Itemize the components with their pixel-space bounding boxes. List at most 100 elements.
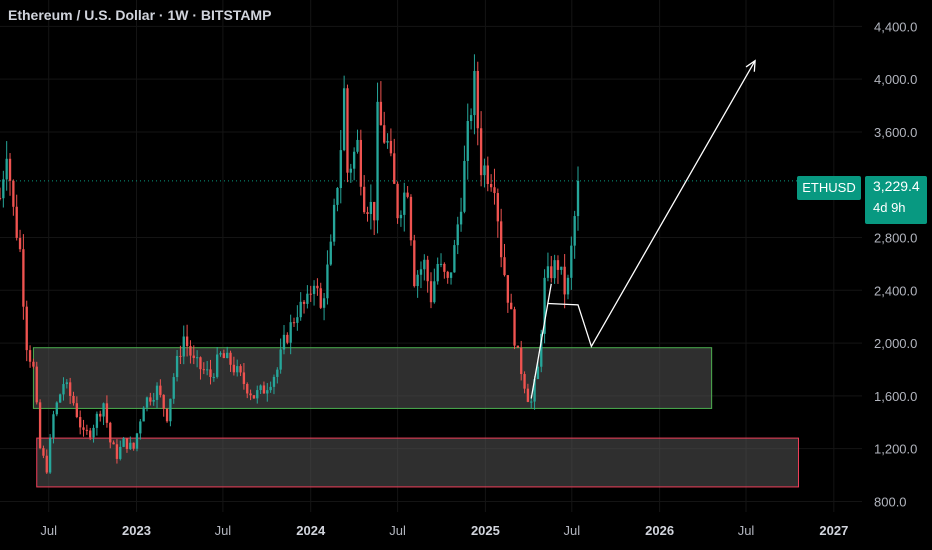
- candle-down: [68, 382, 72, 396]
- candle-up: [369, 201, 373, 214]
- x-tick-label: 2023: [122, 523, 151, 538]
- candle-down: [550, 266, 553, 279]
- candle-up: [433, 281, 436, 303]
- candle-down: [523, 374, 526, 389]
- candle-up: [322, 298, 326, 308]
- candle-up: [195, 357, 199, 359]
- price-axis[interactable]: 4,400.0 4,000.0 3,600.0 2,800.0 2,400.0 2,000…: [874, 19, 917, 509]
- candle-up: [122, 438, 125, 447]
- candle-down: [493, 187, 496, 194]
- candle-up: [560, 266, 563, 270]
- candle-up: [142, 407, 145, 422]
- candle-up: [566, 277, 570, 295]
- candle-down: [429, 281, 433, 303]
- candle-up: [276, 369, 279, 377]
- candle-up: [573, 216, 576, 246]
- candle-down: [232, 364, 236, 373]
- candle-down: [506, 275, 510, 303]
- candle-down: [316, 285, 319, 289]
- candle-down: [486, 165, 489, 184]
- candle-up: [436, 264, 439, 282]
- candle-down: [309, 293, 312, 295]
- candle-up: [119, 446, 122, 459]
- candle-down: [346, 88, 349, 173]
- candle-up: [55, 402, 58, 415]
- candle-up: [439, 263, 443, 265]
- candle-up: [453, 245, 456, 273]
- candle-down: [426, 259, 429, 282]
- candle-down: [393, 153, 396, 184]
- candle-up: [135, 433, 139, 449]
- candle-down: [446, 271, 449, 278]
- candle-down: [18, 237, 22, 250]
- candle-down: [72, 395, 75, 404]
- candle-up: [533, 379, 536, 402]
- candle-up: [352, 151, 356, 169]
- candle-up: [386, 140, 389, 143]
- candle-down: [489, 183, 493, 188]
- candle-down: [25, 306, 28, 351]
- x-tick-label: Jul: [563, 523, 580, 538]
- candle-down: [8, 158, 12, 181]
- candle-down: [132, 442, 135, 449]
- candle-up: [329, 241, 332, 265]
- y-tick-label: 2,400.0: [874, 283, 917, 298]
- candle-down: [379, 101, 383, 126]
- x-tick-label: Jul: [215, 523, 232, 538]
- x-tick-label: 2026: [645, 523, 674, 538]
- candle-up: [339, 150, 342, 188]
- candle-up: [152, 399, 155, 402]
- x-tick-label: Jul: [738, 523, 755, 538]
- last-price-tag: 3,229.4 4d 9h: [865, 176, 927, 224]
- candle-down: [85, 429, 89, 431]
- x-tick-label: 2025: [471, 523, 500, 538]
- candle-up: [226, 352, 229, 359]
- candle-down: [115, 444, 119, 459]
- candle-down: [89, 430, 92, 438]
- candle-up: [48, 437, 52, 473]
- bar-countdown: 4d 9h: [873, 200, 906, 215]
- candle-up: [530, 401, 533, 403]
- candle-up: [155, 385, 159, 400]
- y-tick-label: 2,000.0: [874, 336, 917, 351]
- candle-up: [326, 264, 329, 299]
- candle-up: [175, 355, 179, 378]
- candle-up: [546, 266, 550, 278]
- candle-down: [383, 125, 386, 143]
- time-axis[interactable]: Jul 2023 Jul 2024 Jul 2025 Jul 2026 Jul 2027: [40, 523, 848, 538]
- arrow-head: [745, 59, 756, 72]
- candle-down: [242, 372, 246, 384]
- candle-up: [182, 336, 185, 357]
- candle-up: [423, 259, 426, 270]
- candle-down: [159, 385, 162, 395]
- candle-down: [516, 345, 520, 348]
- x-tick-label: Jul: [40, 523, 57, 538]
- candle-up: [212, 376, 215, 378]
- symbol-label: ETHUSD: [797, 176, 861, 200]
- candle-up: [219, 353, 222, 355]
- candle-down: [249, 393, 252, 396]
- candle-up: [376, 101, 379, 221]
- candle-down: [286, 334, 289, 343]
- candle-up: [236, 366, 239, 373]
- candle-up: [473, 70, 476, 116]
- candle-down: [99, 413, 102, 417]
- candle-down: [162, 394, 165, 409]
- candle-up: [139, 421, 142, 434]
- candle-up: [205, 369, 209, 371]
- candle-down: [406, 192, 409, 197]
- y-tick-label: 1,600.0: [874, 389, 917, 404]
- candle-down: [496, 193, 499, 222]
- y-tick-label: 4,400.0: [874, 19, 917, 34]
- candle-up: [576, 180, 580, 217]
- candle-down: [556, 260, 560, 270]
- candle-up: [279, 349, 282, 370]
- candle-down: [396, 183, 399, 219]
- candle-up: [296, 317, 299, 323]
- candle-down: [389, 140, 393, 154]
- candle-down: [503, 257, 506, 276]
- candle-up: [536, 366, 540, 380]
- candle-up: [419, 269, 423, 275]
- candle-up: [65, 382, 68, 385]
